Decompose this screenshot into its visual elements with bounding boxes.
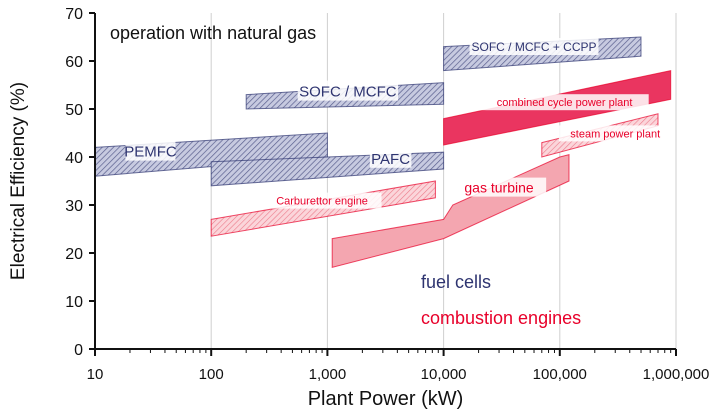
y-tick-label: 20 bbox=[65, 246, 83, 263]
y-tick-label: 60 bbox=[65, 54, 83, 71]
series-label-bg bbox=[558, 125, 672, 142]
y-ticks: 0 10 20 30 40 50 60 70 bbox=[65, 6, 95, 359]
series-label-combined-cycle-power-plant: combined cycle power plant bbox=[497, 97, 633, 109]
chart-title: operation with natural gas bbox=[110, 23, 316, 43]
x-tick-label: 100,000 bbox=[533, 366, 587, 383]
series-labels: PEMFC PAFC SOFC / MCFC SOFC / MCFC + CCPP Ca… bbox=[124, 38, 672, 209]
x-tick-label: 10 bbox=[87, 366, 104, 383]
y-tick-label: 40 bbox=[65, 150, 83, 167]
series-label-carburettor-engine: Carburettor engine bbox=[276, 196, 368, 208]
series-label-sofc-mcfc-ccpp: SOFC / MCFC + CCPP bbox=[472, 40, 597, 54]
legend-item-combustion-engines: combustion engines bbox=[421, 308, 581, 328]
series-label-pafc: PAFC bbox=[371, 151, 410, 168]
series-label-bg bbox=[480, 94, 649, 111]
x-tick-label: 100 bbox=[199, 366, 224, 383]
series-label-bg bbox=[297, 80, 399, 101]
x-axis-title: Plant Power (kW) bbox=[308, 388, 464, 410]
y-tick-label: 30 bbox=[65, 198, 83, 215]
y-tick-label: 0 bbox=[74, 342, 83, 359]
y-axis-title: Electrical Efficiency (%) bbox=[8, 82, 29, 280]
axes bbox=[94, 13, 676, 350]
y-tick-label: 50 bbox=[65, 102, 83, 119]
series-label-gas-turbine: gas turbine bbox=[464, 180, 533, 196]
series-label-pemfc: PEMFC bbox=[124, 144, 177, 161]
series-label-steam-power-plant: steam power plant bbox=[570, 128, 660, 140]
y-tick-label: 70 bbox=[65, 6, 83, 23]
series-label-bg bbox=[451, 177, 547, 197]
x-tick-label: 1,000 bbox=[309, 366, 347, 383]
series-label-sofc-mcfc: SOFC / MCFC bbox=[299, 84, 397, 101]
x-tick-label: 1,000,000 bbox=[643, 366, 710, 383]
legend: fuel cells combustion engines bbox=[421, 272, 581, 328]
series-label-bg bbox=[369, 147, 412, 168]
series-label-bg bbox=[125, 140, 176, 161]
y-tick-label: 10 bbox=[65, 294, 83, 311]
x-ticks: 10 100 1,000 10,000 100,000 1,000,000 bbox=[87, 349, 710, 383]
series-label-bg bbox=[262, 192, 382, 209]
x-tick-label: 10,000 bbox=[421, 366, 467, 383]
legend-item-fuel-cells: fuel cells bbox=[421, 272, 491, 292]
series-label-bg bbox=[469, 38, 599, 55]
